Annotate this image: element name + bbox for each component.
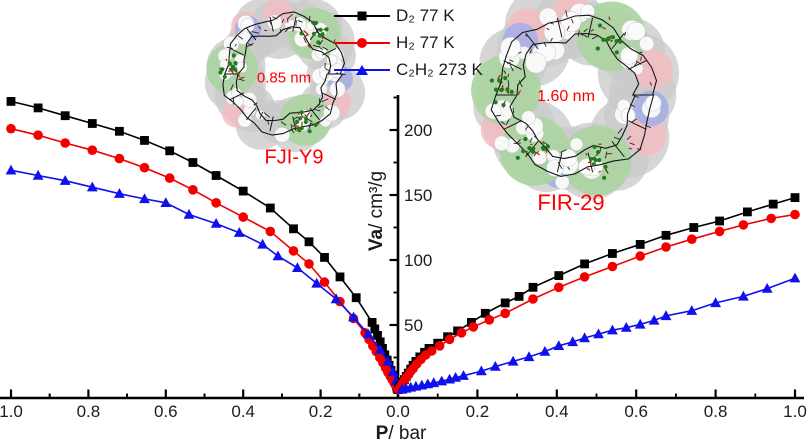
pore-size-label-fji-y9: 0.85 nm [256, 69, 312, 87]
tick-labels: 1.0 0.8 0.6 0.4 0.2 0.2 0.4 0.6 0.8 1.0 0.0 50 100 15… [0, 121, 807, 421]
y-tick-label: 100 [404, 251, 432, 270]
legend-line [334, 37, 390, 48]
y-axis-title-bold: Va [366, 228, 387, 252]
legend-label: D₂ 77 K [396, 5, 455, 25]
x-tick-label: 0.4 [545, 402, 569, 421]
series-markers-right-2 [396, 272, 801, 394]
x-tick-label: 0.2 [466, 402, 490, 421]
series-markers-right-1 [393, 209, 800, 395]
x-tick-label: 0.6 [154, 402, 178, 421]
x-axis-title-bold: P [375, 423, 389, 444]
structure-name-fir-29: FIR-29 [537, 190, 605, 215]
y-axis-title: Va/ cm³/g [366, 171, 388, 251]
structure-name-fji-y9: FJI-Y9 [264, 146, 324, 169]
series-markers-right-0 [394, 193, 800, 394]
legend: D₂ 77 K H₂ 77 K C₂H₂ 273 K [334, 2, 483, 83]
y-tick-label: 200 [404, 121, 432, 140]
legend-label: H₂ 77 K [396, 32, 455, 52]
x-axis-title-rest: / bar [388, 423, 427, 444]
legend-line [334, 11, 390, 20]
legend-line [334, 64, 390, 75]
molecule-ring-fir-29 [471, 0, 680, 200]
x-tick-label: 0.8 [77, 402, 101, 421]
x-tick-label: 0.0 [386, 402, 410, 421]
circle-marker-icon [357, 37, 367, 48]
x-tick-label: 0.8 [704, 402, 728, 421]
triangle-marker-icon [356, 64, 368, 75]
y-tick-label: 50 [404, 316, 423, 335]
molecule-ring-fji-y9 [204, 0, 366, 153]
axes [0, 95, 804, 400]
legend-item-c2h2: C₂H₂ 273 K [334, 56, 483, 83]
x-tick-label: 1.0 [0, 402, 23, 421]
series-line-right-1 [397, 213, 796, 390]
y-tick-label: 150 [404, 186, 432, 205]
y-axis-title-rest: / cm³/g [366, 170, 387, 229]
series-markers-left-1 [6, 123, 403, 395]
legend-item-h2: H₂ 77 K [334, 29, 483, 56]
x-tick-label: 0.4 [231, 402, 255, 421]
legend-item-d2: D₂ 77 K [334, 2, 483, 29]
x-tick-label: 0.6 [624, 402, 648, 421]
series-line-left-2 [10, 169, 399, 389]
ticks [9, 96, 797, 398]
series-line-left-1 [10, 127, 399, 390]
x-tick-label: 1.0 [783, 402, 807, 421]
legend-label: C₂H₂ 273 K [396, 59, 483, 79]
pore-size-label-fir-29: 1.60 nm [537, 88, 595, 105]
square-marker-icon [357, 11, 367, 20]
x-tick-label: 0.2 [309, 402, 333, 421]
x-axis-title: P/ bar [376, 423, 427, 445]
